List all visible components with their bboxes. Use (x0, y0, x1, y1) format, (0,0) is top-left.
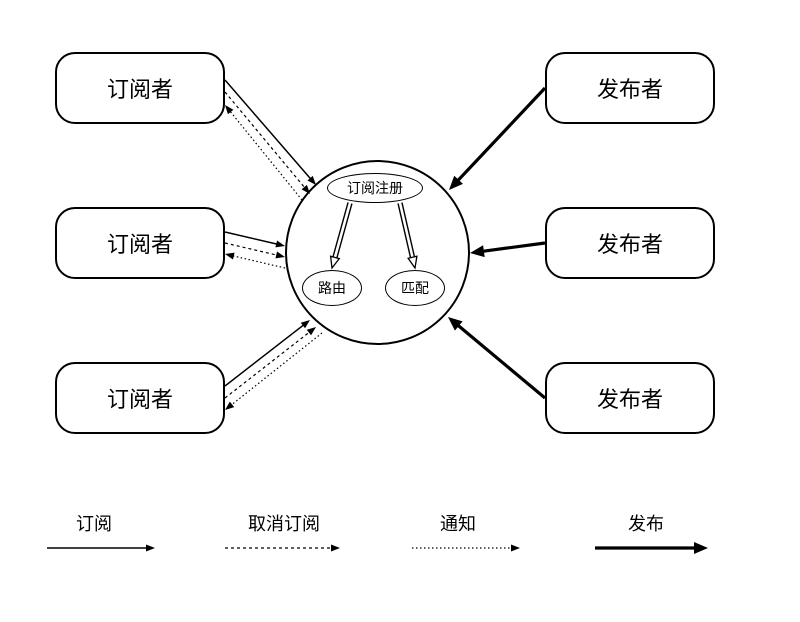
node-label: 发布者 (597, 382, 663, 414)
subscriber-node: 订阅者 (55, 52, 225, 124)
inner-label: 路由 (318, 278, 346, 298)
inner-label: 订阅注册 (347, 178, 403, 198)
node-label: 发布者 (597, 72, 663, 104)
node-label: 订阅者 (107, 72, 173, 104)
node-label: 订阅者 (107, 227, 173, 259)
node-label: 发布者 (597, 227, 663, 259)
publisher-node: 发布者 (545, 362, 715, 434)
legend-label-unsubscribe: 取消订阅 (248, 510, 320, 536)
inner-label: 匹配 (401, 278, 429, 298)
legend-label-publish: 发布 (628, 510, 664, 536)
node-label: 订阅者 (107, 382, 173, 414)
publisher-node: 发布者 (545, 207, 715, 279)
diagram-canvas: 订阅者 订阅者 订阅者 发布者 发布者 发布者 订阅注册 路由 匹配 订阅 取消… (0, 0, 800, 622)
publisher-node: 发布者 (545, 52, 715, 124)
match-ellipse: 匹配 (385, 270, 445, 306)
route-ellipse: 路由 (302, 270, 362, 306)
subscriber-node: 订阅者 (55, 207, 225, 279)
register-ellipse: 订阅注册 (327, 173, 423, 203)
subscriber-node: 订阅者 (55, 362, 225, 434)
legend-label-notify: 通知 (440, 510, 476, 536)
legend-label-subscribe: 订阅 (76, 510, 112, 536)
